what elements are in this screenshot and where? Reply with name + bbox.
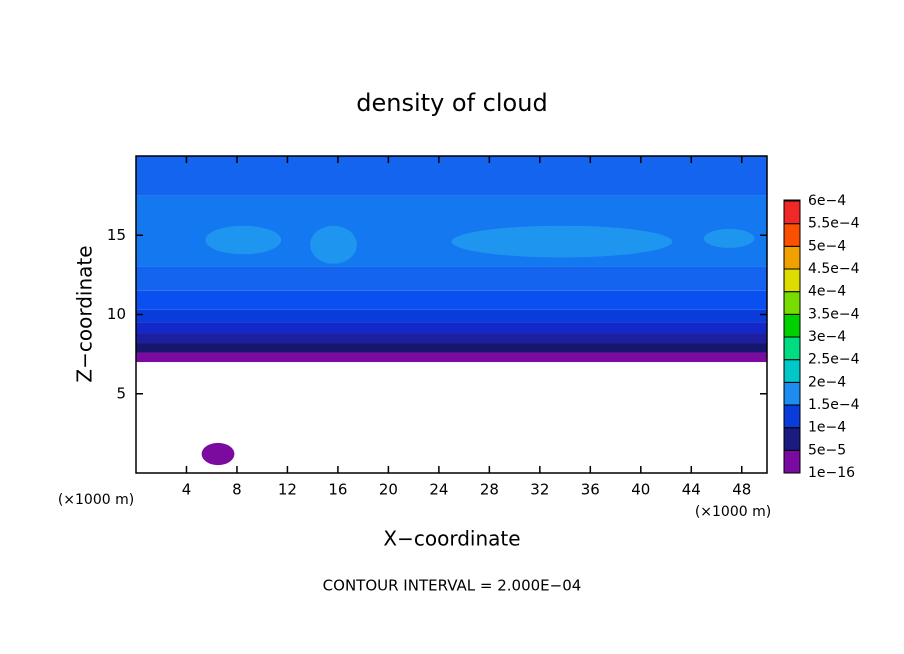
contour-band <box>136 156 767 196</box>
colorbar-label: 1e−16 <box>808 465 855 481</box>
contour-band <box>136 352 767 363</box>
y-unit: (×1000 m) <box>58 492 134 508</box>
colorbar-label: 4e−4 <box>808 284 846 300</box>
contour-band <box>136 343 767 353</box>
y-tick-label: 15 <box>107 226 126 244</box>
x-tick-label: 44 <box>682 481 701 499</box>
colorbar-box <box>783 449 801 474</box>
colorbar-box <box>783 199 801 202</box>
colorbar-box <box>783 223 801 247</box>
contour-patch <box>201 442 235 466</box>
colorbar-box <box>783 268 801 293</box>
colorbar-label: 4.5e−4 <box>808 261 860 277</box>
contour-patch <box>205 225 282 255</box>
contour-band <box>136 322 767 334</box>
contour-patch <box>451 225 673 258</box>
colorbar-label: 1e−4 <box>808 420 846 436</box>
colorbar-label: 3e−4 <box>808 329 846 345</box>
colorbar-box <box>783 245 801 270</box>
x-tick-label: 16 <box>328 481 347 499</box>
colorbar-label: 3.5e−4 <box>808 306 860 322</box>
colorbar-box <box>783 291 801 315</box>
colorbar-label: 2e−4 <box>808 374 846 390</box>
colorbar-label: 6e−4 <box>808 193 846 209</box>
colorbar-label: 1.5e−4 <box>808 397 860 413</box>
colorbar-label: 2.5e−4 <box>808 352 860 368</box>
x-tick-label: 4 <box>182 481 192 499</box>
colorbar-label: 5e−4 <box>808 238 846 254</box>
colorbar-box <box>783 381 801 406</box>
y-tick-label: 10 <box>107 305 126 323</box>
x-unit: (×1000 m) <box>695 504 771 520</box>
colorbar-box <box>783 313 801 338</box>
x-tick-label: 8 <box>232 481 242 499</box>
x-axis-label: X−coordinate <box>383 527 520 551</box>
contour-band <box>136 290 767 310</box>
colorbar-box <box>783 427 801 451</box>
footer: CONTOUR INTERVAL = 2.000E−04 <box>323 577 582 595</box>
colorbar-box <box>783 200 801 225</box>
colorbar-box <box>783 404 801 429</box>
x-tick-label: 48 <box>732 481 751 499</box>
contour-band <box>136 266 767 291</box>
x-tick-label: 40 <box>631 481 650 499</box>
contour-patch <box>310 225 357 264</box>
x-tick-label: 32 <box>530 481 549 499</box>
chart-title: density of cloud <box>356 89 547 117</box>
colorbar-label: 5e−5 <box>808 442 846 458</box>
x-tick-label: 12 <box>278 481 297 499</box>
x-tick-label: 36 <box>581 481 600 499</box>
colorbar-box <box>783 336 801 361</box>
contour-band <box>136 333 767 344</box>
y-tick-label: 5 <box>116 384 126 402</box>
x-tick-label: 20 <box>379 481 398 499</box>
colorbar-box <box>783 359 801 383</box>
colorbar-label: 5.5e−4 <box>808 216 860 232</box>
x-tick-label: 24 <box>429 481 448 499</box>
contour-patch <box>703 228 755 248</box>
contour-band <box>136 309 767 323</box>
y-axis-label: Z−coordinate <box>73 245 97 382</box>
x-tick-label: 28 <box>480 481 499 499</box>
